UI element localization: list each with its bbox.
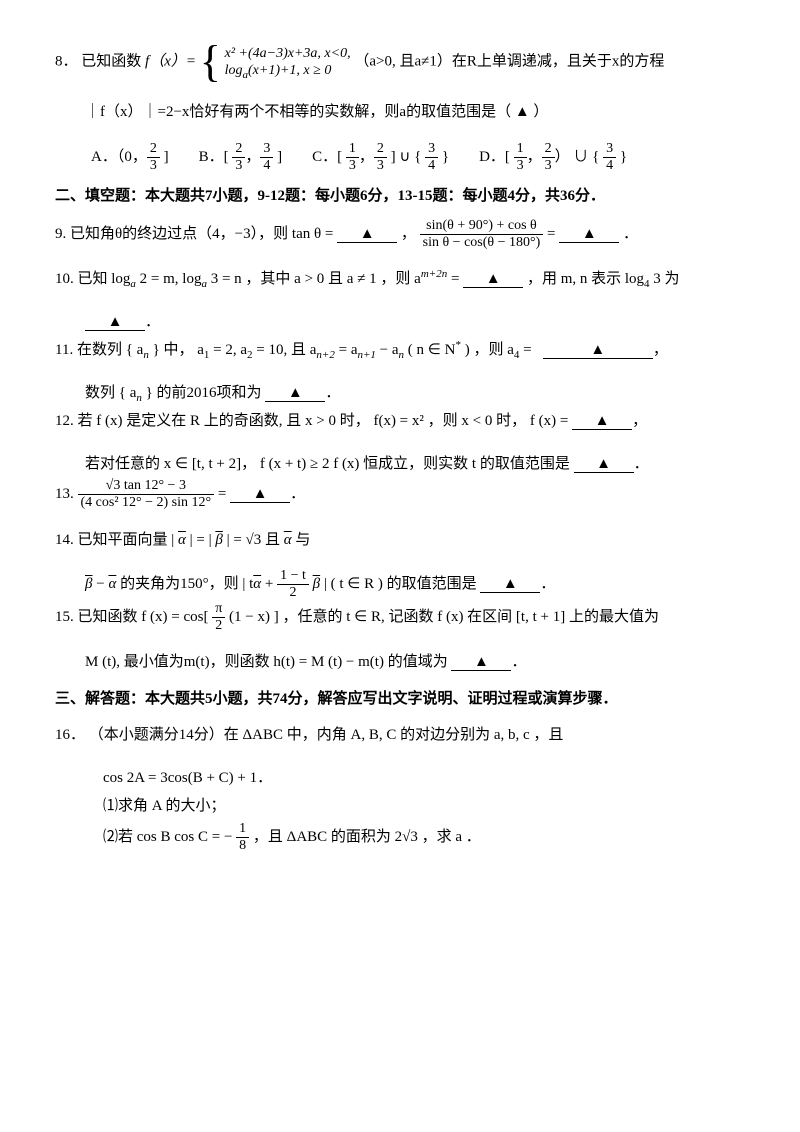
opt-b: B．[ 23，34 ] (199, 141, 283, 174)
opt-d: D．[ 13，23） ∪ { 34 } (479, 141, 627, 174)
section-3-title: 三、解答题：本大题共5小题，共74分，解答应写出文字说明、证明过程或演算步骤． (55, 685, 745, 714)
q15-line2: M (t), 最小值为m(t)，则函数 h(t) = M (t) − m(t) … (55, 648, 745, 677)
q8-num: 8． (55, 53, 78, 69)
blank: ▲ (337, 227, 397, 243)
question-11: 11. 在数列 { an } 中， a1 = 2, a2 = 10, 且 an+… (55, 336, 745, 365)
q14-line2: β − α 的夹角为150°，则 | tα + 1 − t2 β | ( t ∈… (55, 568, 745, 601)
q12-line2: 若对任意的 x ∈ [t, t + 2]， f (x + t) ≥ 2 f (x… (55, 450, 745, 479)
q16-p1: ⑴求角 A 的大小； (55, 792, 745, 821)
question-12: 12. 若 f (x) 是定义在 R 上的奇函数, 且 x > 0 时， f(x… (55, 407, 745, 436)
blank: ▲ (463, 272, 523, 288)
q8-options: A．（0，23 ] B．[ 23，34 ] C．[ 13，23 ] ∪ { 34… (55, 141, 745, 174)
q10-line2: ▲． (55, 308, 745, 337)
q8-cases: x² +(4a−3)x+3a, x<0, loga(x+1)+1, x ≥ 0 (225, 45, 351, 80)
opt-a: A．（0，23 ] (91, 141, 169, 174)
q8-t2: （a>0, 且a≠1）在R上单调递减，且关于x的方程 (354, 53, 664, 69)
blank: ▲ (559, 227, 619, 243)
q16-eq: cos 2A = 3cos(B + C) + 1． (55, 764, 745, 793)
blank: ▲ (230, 487, 290, 503)
question-8: 8． 已知函数 f（x）= { x² +(4a−3)x+3a, x<0, log… (55, 40, 745, 84)
question-14: 14. 已知平面向量 | α | = | β | = √3 且 α 与 (55, 526, 745, 555)
blank: ▲ (574, 457, 634, 473)
question-10: 10. 已知 loga 2 = m, loga 3 = n ，其中 a > 0 … (55, 265, 745, 294)
q8-fx: f（x）= (145, 53, 196, 69)
q8-line2: ｜f（x）｜=2−x恰好有两个不相等的实数解，则a的取值范围是（ ▲ ） (55, 98, 745, 127)
question-9: 9. 已知角θ的终边过点（4，−3），则 tan θ = ▲ ， sin(θ +… (55, 218, 745, 251)
question-16: 16． （本小题满分14分）在 ΔABC 中，内角 A, B, C 的对边分别为… (55, 721, 745, 750)
question-15: 15. 已知函数 f (x) = cos[ π2 (1 − x) ] ，任意的 … (55, 601, 745, 634)
opt-c: C．[ 13，23 ] ∪ { 34 } (312, 141, 449, 174)
blank: ▲ (543, 343, 653, 359)
blank: ▲ (480, 577, 540, 593)
blank: ▲ (572, 414, 632, 430)
blank: ▲ (265, 386, 325, 402)
blank: ▲ (451, 655, 511, 671)
q16-p2: ⑵若 cos B cos C = − 18 ，且 ΔABC 的面积为 2√3 ，… (55, 821, 745, 854)
question-13: 13. √3 tan 12° − 3(4 cos² 12° − 2) sin 1… (55, 478, 745, 511)
brace-icon: { (200, 40, 221, 84)
q11-line2: 数列 { an } 的前2016项和为 ▲． (55, 379, 745, 408)
section-2-title: 二、填空题：本大题共7小题，9-12题：每小题6分，13-15题：每小题4分，共… (55, 182, 745, 211)
q8-t1: 已知函数 (81, 53, 141, 69)
blank: ▲ (85, 315, 145, 331)
